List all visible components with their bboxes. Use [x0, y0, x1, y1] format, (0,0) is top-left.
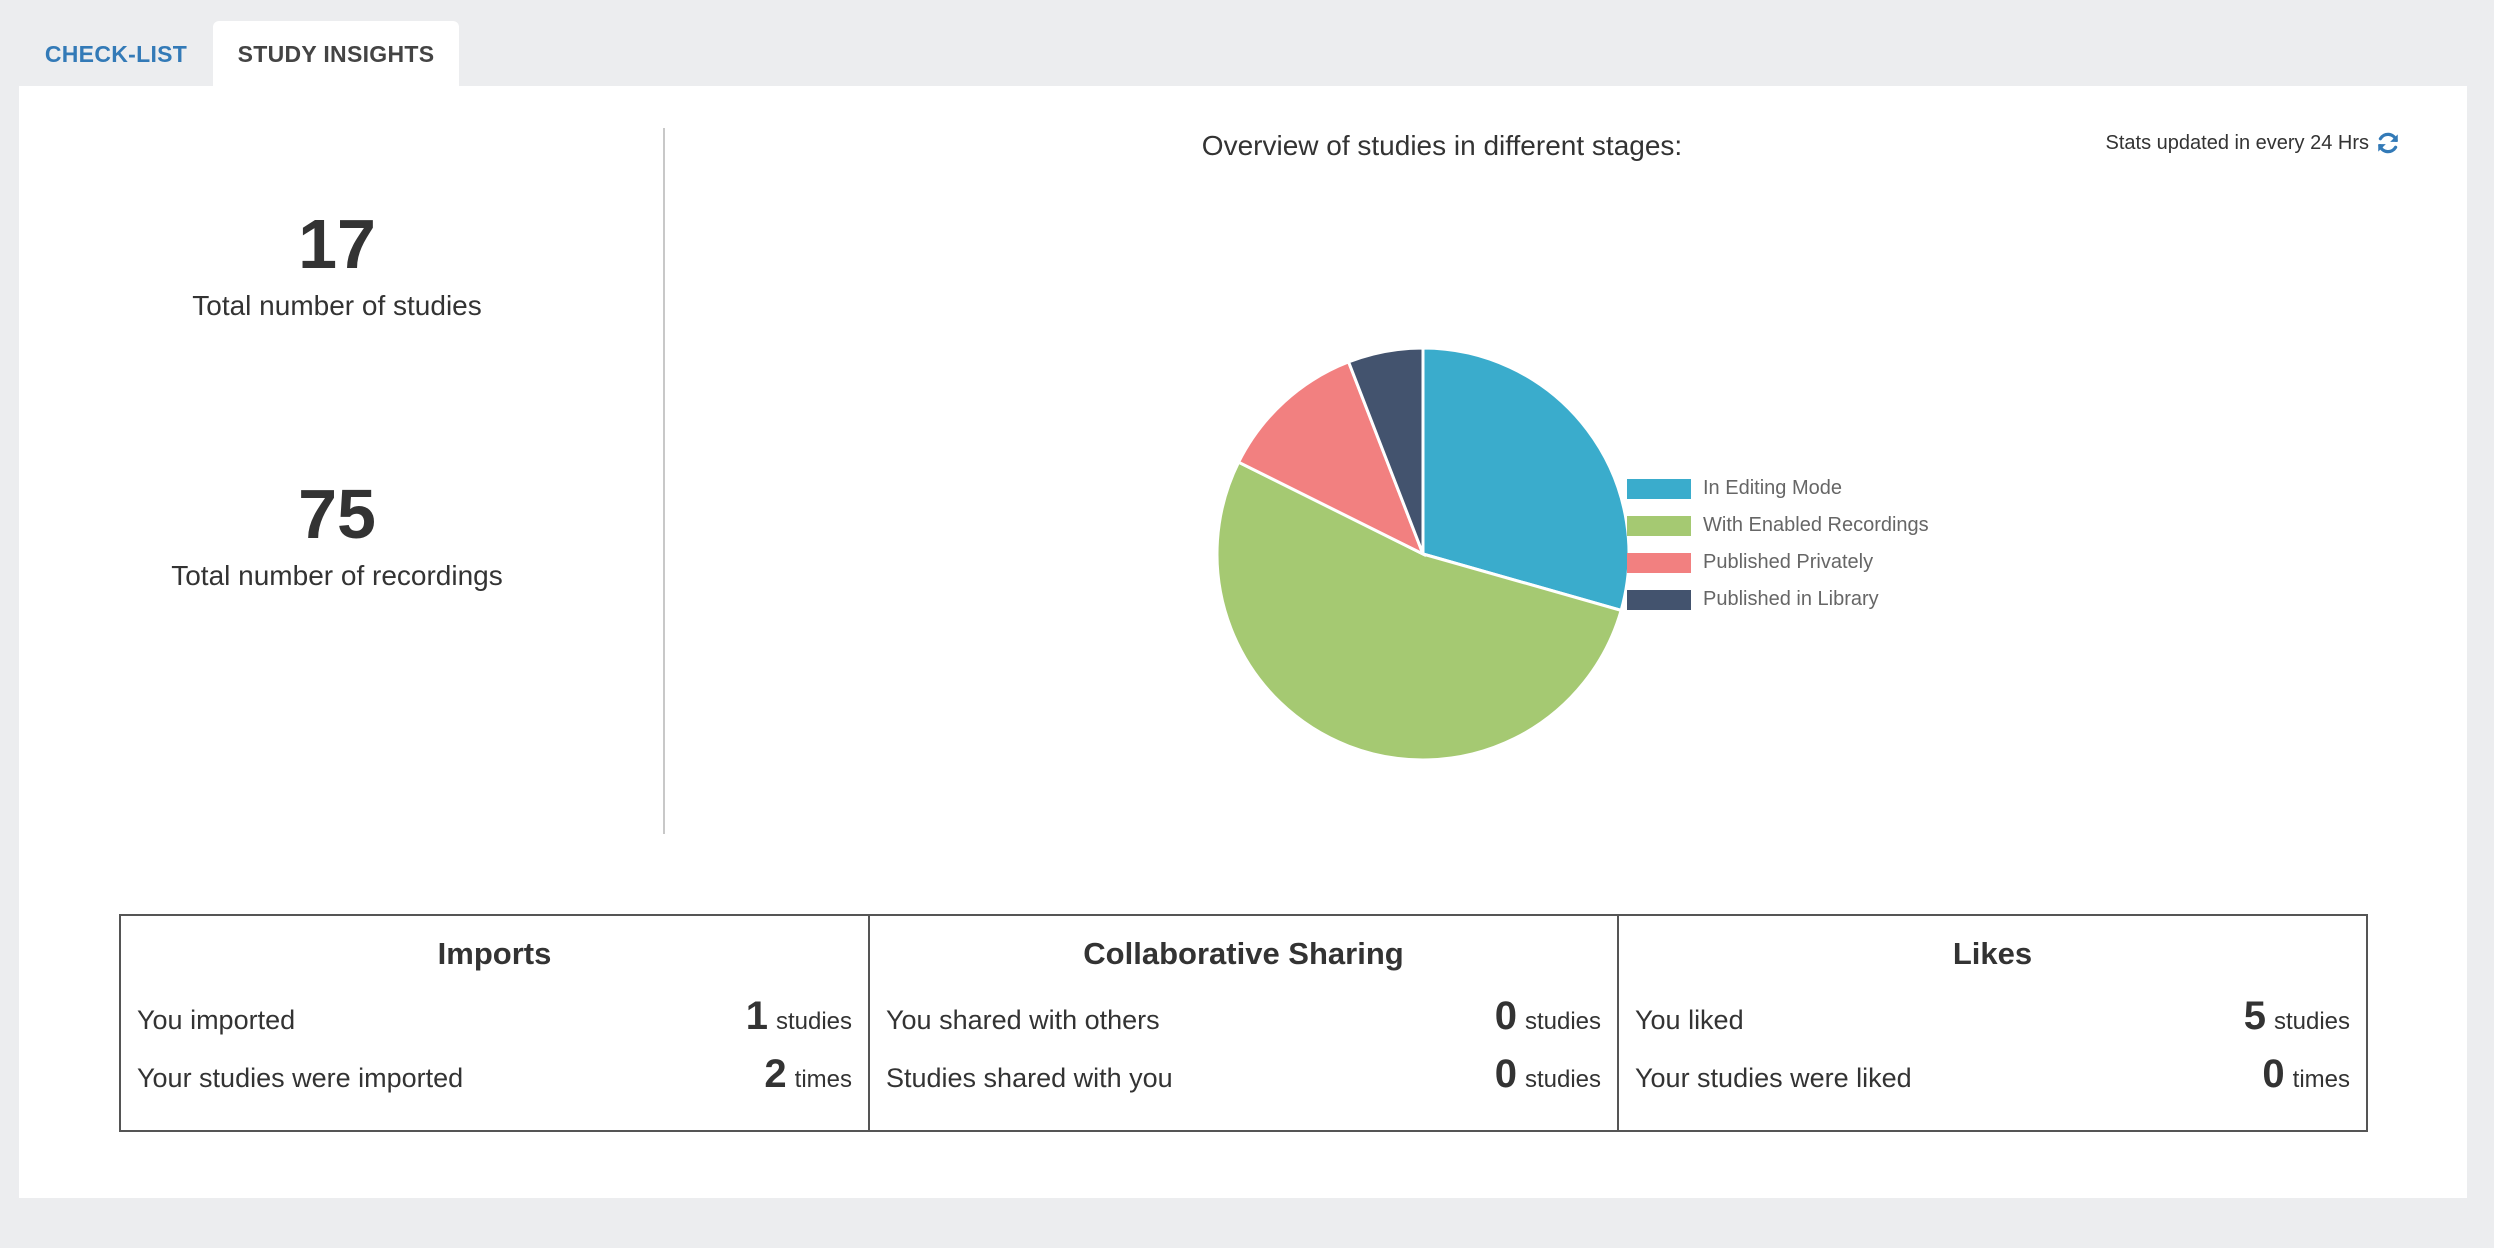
legend-item[interactable]: Published Privately [1627, 544, 1929, 581]
legend-item[interactable]: In Editing Mode [1627, 470, 1929, 507]
legend-label: With Enabled Recordings [1703, 514, 1929, 536]
stats-updated-text: Stats updated in every 24 Hrs [2105, 131, 2369, 154]
total-recordings-label: Total number of recordings [171, 560, 503, 591]
summary-row: You imported 1 studies [137, 994, 852, 1052]
legend-label: Published Privately [1703, 551, 1874, 573]
row-value: 1 [745, 994, 768, 1038]
imports-column: Imports You imported 1 studies Your studi… [121, 916, 868, 1130]
chart-legend: In Editing Mode With Enabled Recordings Pu… [1627, 470, 1929, 618]
row-unit: times [2292, 1066, 2350, 1093]
summary-row: Your studies were liked 0 times [1635, 1052, 2350, 1110]
likes-column: Likes You liked 5 studies Your studies we… [1617, 916, 2366, 1130]
pie-slice-published-in-library[interactable] [1346, 346, 1425, 555]
summary-table: Imports You imported 1 studies Your studi… [119, 914, 2368, 1132]
summary-row: Your studies were imported 2 times [137, 1052, 852, 1110]
legend-label: Published in Library [1703, 588, 1879, 610]
total-studies-label: Total number of studies [192, 290, 482, 321]
tab-check-list[interactable]: CHECK-LIST [44, 41, 188, 67]
row-description: Your studies were imported [137, 1063, 464, 1093]
likes-title: Likes [1952, 936, 2033, 971]
stats-updated-note: Stats updated in every 24 Hrs [2106, 130, 2401, 156]
summary-row: You shared with others 0 studies [886, 994, 1601, 1052]
row-unit: times [794, 1066, 852, 1093]
total-studies-stat: 17 Total number of studies [19, 204, 655, 322]
collaborative-sharing-column: Collaborative Sharing You shared with ot… [868, 916, 1617, 1130]
row-description: Your studies were liked [1635, 1063, 1912, 1093]
legend-swatch [1627, 552, 1691, 573]
row-value: 0 [2262, 1052, 2285, 1096]
row-value: 0 [1494, 1052, 1517, 1096]
collaborative-sharing-title: Collaborative Sharing [1083, 936, 1404, 971]
vertical-divider [663, 128, 665, 834]
legend-item[interactable]: With Enabled Recordings [1627, 507, 1929, 544]
row-value: 0 [1494, 994, 1517, 1038]
row-unit: studies [2273, 1008, 2350, 1035]
summary-row: Studies shared with you 0 studies [886, 1052, 1601, 1110]
pie-slice-with-enabled-recordings[interactable] [1215, 460, 1623, 762]
legend-swatch [1627, 589, 1691, 610]
row-description: You liked [1635, 1005, 1744, 1035]
chart-title: Overview of studies in different stages: [1201, 130, 1683, 161]
row-unit: studies [1524, 1008, 1601, 1035]
total-studies-value: 17 [298, 205, 376, 283]
study-insights-panel: 17 Total number of studies 75 Total numb… [19, 86, 2467, 1198]
imports-title: Imports [437, 936, 552, 971]
total-recordings-value: 75 [298, 475, 376, 553]
row-unit: studies [775, 1008, 852, 1035]
row-unit: studies [1524, 1066, 1601, 1093]
refresh-icon[interactable] [2375, 130, 2401, 156]
legend-swatch [1627, 478, 1691, 499]
stages-pie-chart [1215, 346, 1631, 762]
tab-study-insights[interactable]: STUDY INSIGHTS [213, 21, 459, 87]
row-description: You shared with others [886, 1005, 1160, 1035]
tab-bar: CHECK-LIST STUDY INSIGHTS [19, 21, 459, 87]
row-value: 5 [2243, 994, 2266, 1038]
summary-row: You liked 5 studies [1635, 994, 2350, 1052]
pie-slice-published-privately[interactable] [1236, 359, 1426, 558]
row-description: Studies shared with you [886, 1063, 1173, 1093]
total-recordings-stat: 75 Total number of recordings [19, 474, 655, 592]
legend-item[interactable]: Published in Library [1627, 581, 1929, 618]
row-value: 2 [764, 1052, 787, 1096]
row-description: You imported [137, 1005, 296, 1035]
legend-label: In Editing Mode [1703, 477, 1842, 499]
legend-swatch [1627, 515, 1691, 536]
